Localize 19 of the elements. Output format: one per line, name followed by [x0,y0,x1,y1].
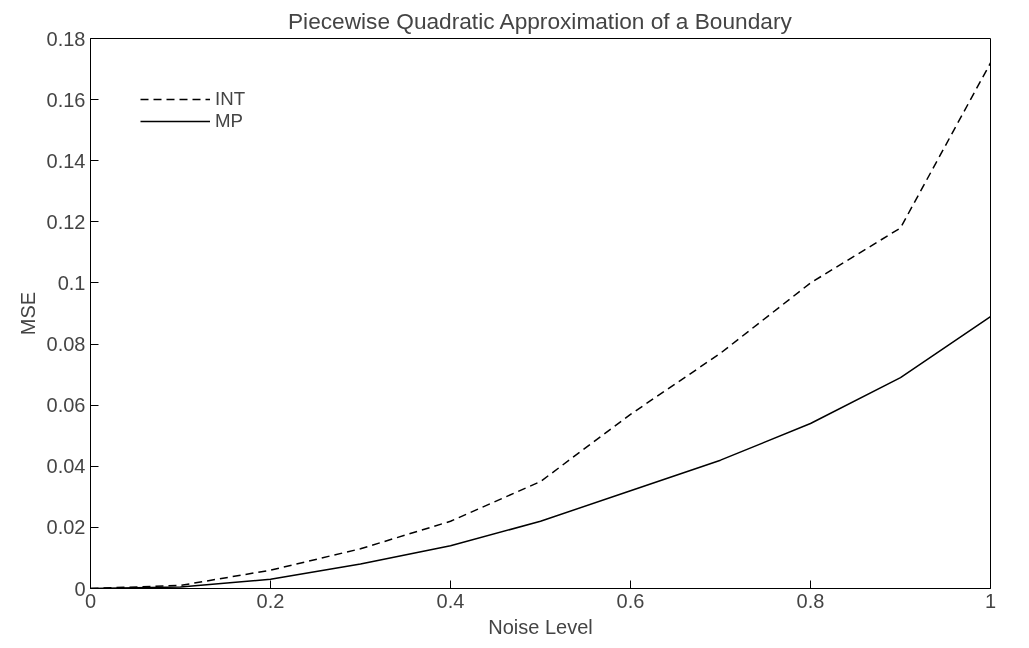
y-tick-label: 0.18 [46,27,86,50]
y-tick-label: 0.16 [46,88,86,111]
x-tick-label: 0.2 [256,589,285,612]
y-tick-label: 0.14 [46,149,86,172]
x-axis-title: Noise Level [488,615,593,638]
y-tick-label: 0.02 [46,516,86,539]
y-tick-label: 0.1 [57,271,86,294]
x-tick-label: 0.6 [616,589,645,612]
x-tick-label: 0.4 [436,589,465,612]
y-tick-label: 0.04 [46,455,86,478]
y-tick-label: 0.06 [46,394,86,417]
x-tick-label: 1 [984,589,997,612]
chart-title: Piecewise Quadratic Approximation of a Boundary [288,7,793,34]
legend-label: MP [215,110,243,132]
legend-label: INT [215,88,246,110]
x-tick-label: 0.8 [796,589,825,612]
y-tick-label: 0.08 [46,333,86,356]
y-axis-title: MSE [16,291,39,336]
y-tick-label: 0.12 [46,210,86,233]
